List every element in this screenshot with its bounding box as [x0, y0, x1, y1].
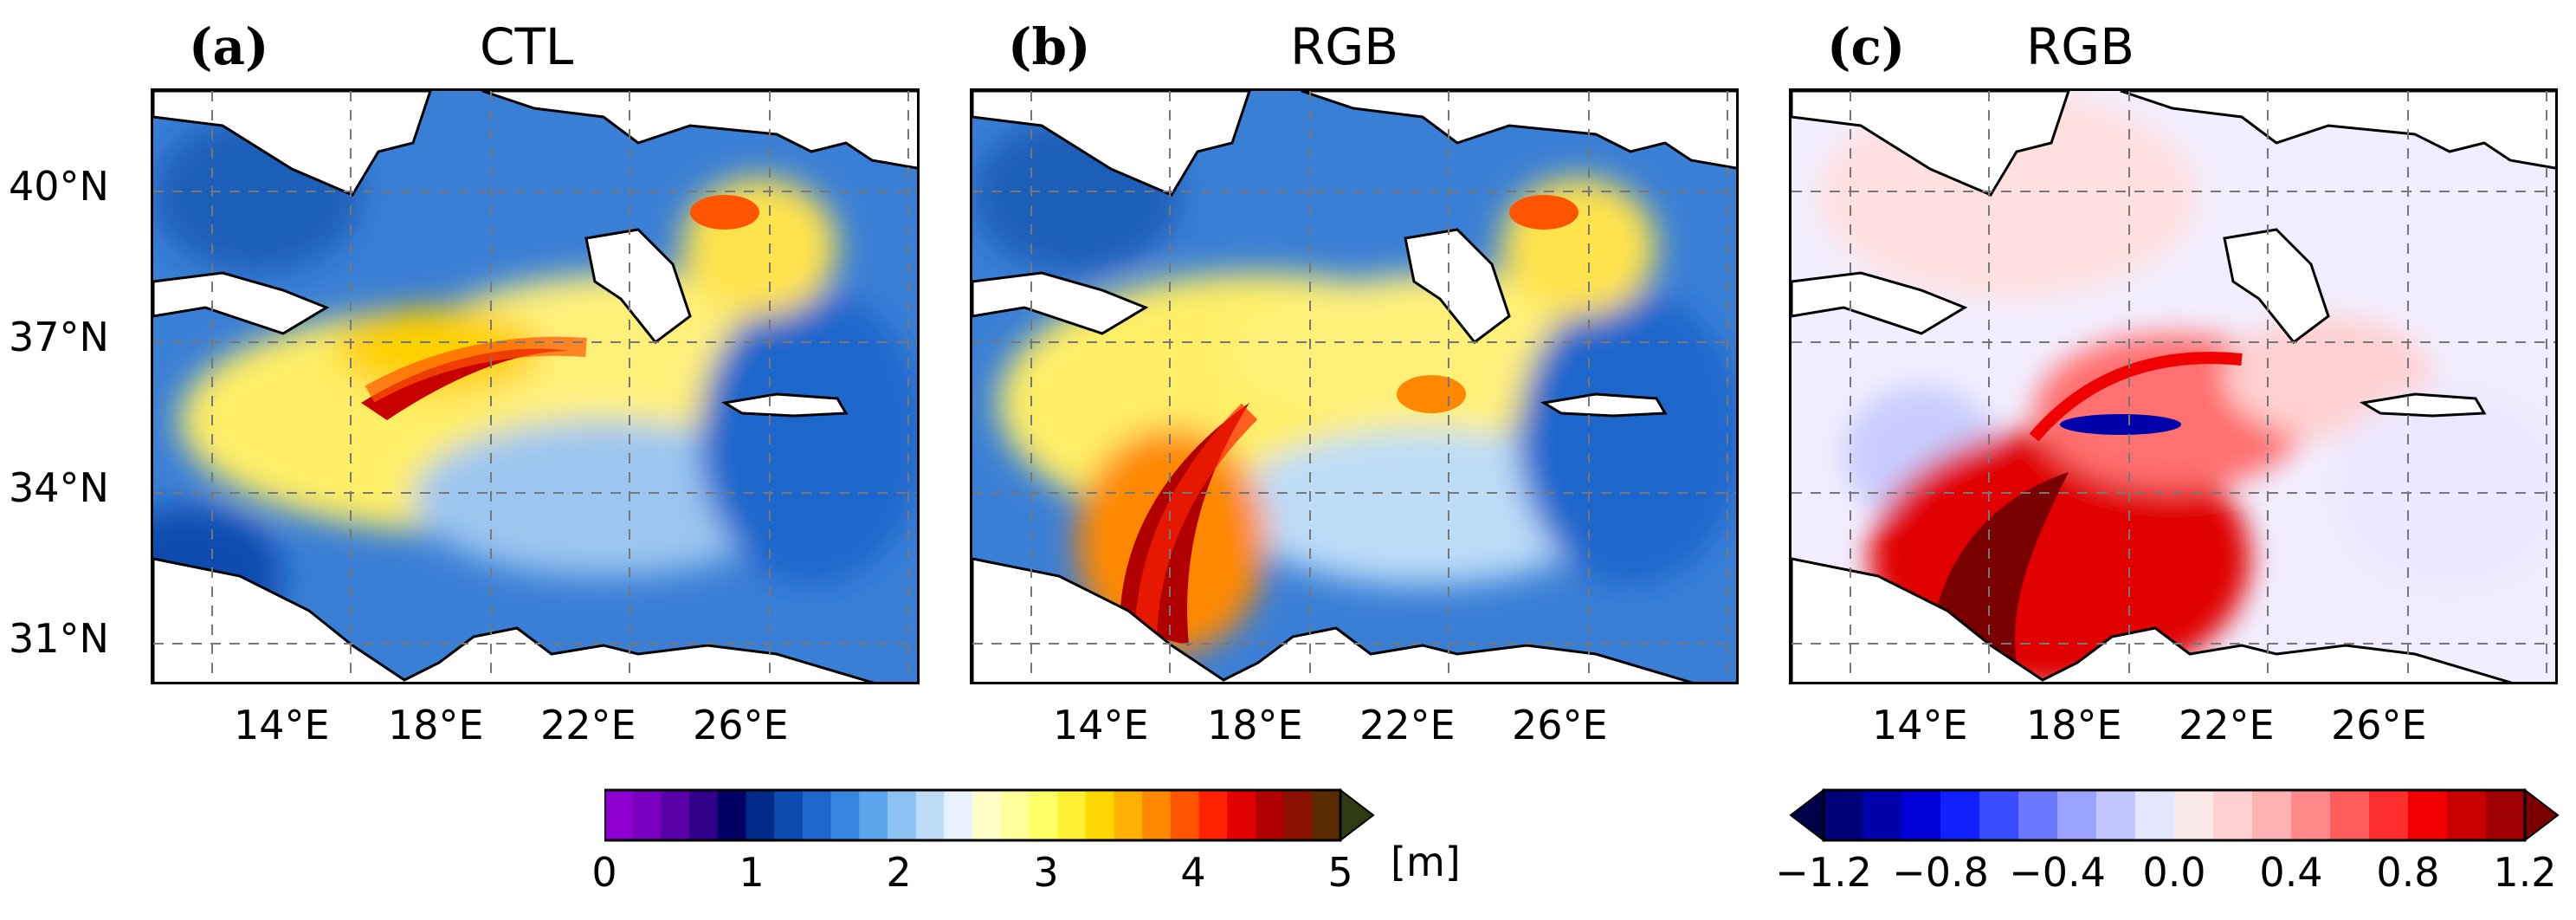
colorbar-outline: [603, 788, 1342, 842]
colorbar-arrow-high: [1340, 787, 1375, 843]
map-ctl: [151, 88, 920, 684]
colorbar-swatch: [887, 790, 917, 840]
colorbar-swatch: [1901, 790, 1941, 840]
colorbar-swatch: [972, 790, 1002, 840]
colorbar-swatch: [1170, 790, 1200, 840]
lon-label: 26°E: [1512, 702, 1608, 748]
colorbar-swatch: [2291, 790, 2331, 840]
colorbar-swatch: [1863, 790, 1902, 840]
colorbar-swatch: [2174, 790, 2214, 840]
colorbar-swatch: [774, 790, 804, 840]
colorbar-tick-label: −0.8: [1892, 849, 1989, 896]
panel-title: RGB: [1290, 17, 1399, 76]
lon-label: 14°E: [1872, 702, 1968, 748]
colorbar-swatch: [717, 790, 746, 840]
colorbar-swatch: [1029, 790, 1058, 840]
panel-label: (c): [1827, 17, 1906, 76]
colorbar-difference: [1789, 787, 2560, 843]
difference-field: [1792, 91, 2555, 682]
colorbar-tick-label: 4: [1180, 849, 1206, 896]
panel-title: CTL: [480, 17, 574, 76]
colorbar-outline: [1822, 788, 2527, 842]
colorbar-tick-label: 0: [591, 849, 617, 896]
colorbar-arrow-high: [2524, 787, 2560, 843]
colorbar-swatches: [1789, 787, 2560, 843]
colorbar-swatch: [1198, 790, 1228, 840]
colorbar-swatch: [1312, 790, 1341, 840]
colorbar-swatch: [2213, 790, 2253, 840]
lon-label: 18°E: [2026, 702, 2122, 748]
colorbar-swatch: [2330, 790, 2370, 840]
colorbar-swatch: [944, 790, 973, 840]
lon-label: 26°E: [693, 702, 789, 748]
colorbar-tick-label: 0.0: [2142, 849, 2206, 896]
colorbar-swatch: [1979, 790, 2019, 840]
wave-height-field: [153, 91, 917, 682]
colorbar-swatch: [632, 790, 662, 840]
colorbar-swatches: [603, 787, 1375, 843]
lat-label: 34°N: [9, 464, 109, 511]
lat-label: 37°N: [9, 314, 109, 360]
lon-label: 14°E: [1053, 702, 1149, 748]
colorbar-unit: [m]: [1391, 839, 1461, 885]
panel-label: (a): [189, 17, 269, 76]
colorbar-tick-label: 3: [1033, 849, 1059, 896]
lon-label: 22°E: [2179, 702, 2275, 748]
colorbar-swatch: [1940, 790, 1980, 840]
map-difference: [1789, 88, 2558, 684]
colorbar-arrow-low: [1789, 787, 1824, 843]
colorbar-swatch: [2057, 790, 2097, 840]
colorbar-swatch: [604, 790, 634, 840]
colorbar-swatch: [2408, 790, 2448, 840]
colorbar-swatch: [2486, 790, 2526, 840]
colorbar-swatch: [1114, 790, 1143, 840]
lon-label: 22°E: [540, 702, 636, 748]
colorbar-swatch: [2252, 790, 2292, 840]
lat-label: 40°N: [9, 163, 109, 210]
colorbar-swatch: [2018, 790, 2058, 840]
panel-label: (b): [1008, 17, 1091, 76]
colorbar-tick-label: 1.2: [2493, 849, 2557, 896]
colorbar-swatch: [1227, 790, 1256, 840]
colorbar-swatch: [661, 790, 690, 840]
colorbar-tick-label: 0.8: [2376, 849, 2440, 896]
colorbar-swatch: [1085, 790, 1114, 840]
colorbar-swatch: [859, 790, 888, 840]
colorbar-swatch: [802, 790, 832, 840]
lat-label: 31°N: [9, 615, 109, 662]
colorbar-swatch: [2135, 790, 2175, 840]
colorbar-swatch: [1283, 790, 1313, 840]
colorbar-swatch: [2096, 790, 2136, 840]
colorbar-swatch: [2447, 790, 2487, 840]
lon-label: 18°E: [1207, 702, 1303, 748]
colorbar-wave-height: [603, 787, 1375, 843]
colorbar-swatch: [1824, 790, 1863, 840]
colorbar-tick-label: 1: [739, 849, 765, 896]
colorbar-tick-label: 2: [886, 849, 912, 896]
colorbar-swatch: [915, 790, 945, 840]
colorbar-tick-label: 5: [1327, 849, 1353, 896]
colorbar-swatch: [1057, 790, 1087, 840]
colorbar-tick-label: −1.2: [1775, 849, 1872, 896]
lon-label: 22°E: [1359, 702, 1456, 748]
colorbar-swatch: [1255, 790, 1285, 840]
map-rgb: [970, 88, 1739, 684]
colorbar-swatch: [2369, 790, 2409, 840]
lon-label: 18°E: [388, 702, 484, 748]
lon-label: 26°E: [2331, 702, 2427, 748]
lon-label: 14°E: [234, 702, 330, 748]
colorbar-swatch: [689, 790, 719, 840]
colorbar-tick-label: 0.4: [2259, 849, 2323, 896]
wave-height-field: [972, 91, 1736, 682]
colorbar-swatch: [1142, 790, 1172, 840]
colorbar-tick-label: −0.4: [2009, 849, 2106, 896]
colorbar-swatch: [1000, 790, 1030, 840]
colorbar-swatch: [746, 790, 775, 840]
colorbar-swatch: [830, 790, 860, 840]
